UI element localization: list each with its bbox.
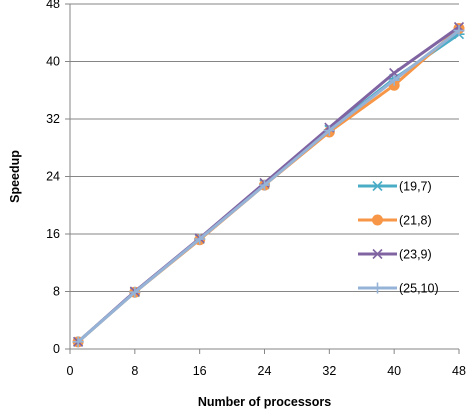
- y-tick-label: 32: [46, 112, 60, 126]
- legend-entry: (19,7): [358, 180, 432, 194]
- x-tick-label: 0: [67, 364, 74, 378]
- series-4: [72, 25, 465, 348]
- x-tick-label: 24: [258, 364, 272, 378]
- x-tick-label: 8: [131, 364, 138, 378]
- x-tick-label: 48: [452, 364, 466, 378]
- data-point: [72, 336, 84, 348]
- legend-label: (19,7): [399, 180, 432, 194]
- y-tick-label: 8: [53, 285, 60, 299]
- y-axis-title: Speedup: [8, 150, 22, 203]
- legend: (19,7) (21,8) (23,9) (25,10): [358, 180, 439, 296]
- y-tick-label: 0: [53, 342, 60, 356]
- data-point: [129, 286, 141, 298]
- data-point: [259, 179, 270, 191]
- y-tick-label: 48: [46, 0, 60, 11]
- series-layer: [72, 21, 465, 348]
- y-tick-label: 40: [46, 55, 60, 69]
- legend-entry: (25,10): [358, 282, 439, 296]
- x-tick-label: 32: [322, 364, 336, 378]
- y-tick-label: 24: [46, 170, 60, 184]
- legend-label: (21,8): [399, 214, 432, 228]
- legend-marker: [372, 248, 383, 260]
- data-point: [453, 25, 465, 37]
- x-tick-label: 16: [193, 364, 207, 378]
- legend-marker: [372, 180, 383, 192]
- data-point: [389, 67, 400, 79]
- data-point: [194, 233, 206, 245]
- legend-entry: (23,9): [358, 248, 432, 262]
- legend-marker: [372, 214, 383, 226]
- legend-marker: [372, 282, 383, 294]
- x-axis-title: Number of processors: [198, 395, 331, 409]
- legend-label: (23,9): [399, 248, 432, 262]
- data-point: [323, 125, 335, 136]
- legend-label: (25,10): [399, 282, 439, 296]
- y-tick-label: 16: [46, 227, 60, 241]
- legend-entry: (21,8): [358, 214, 432, 228]
- x-tick-label: 40: [387, 364, 401, 378]
- gridlines: [70, 3, 459, 292]
- data-point: [388, 74, 400, 86]
- y-tick-labels: 0 8 16 24 32 40 48: [46, 0, 70, 356]
- x-tick-labels: 0 8 16 24 32 40 48: [67, 349, 466, 378]
